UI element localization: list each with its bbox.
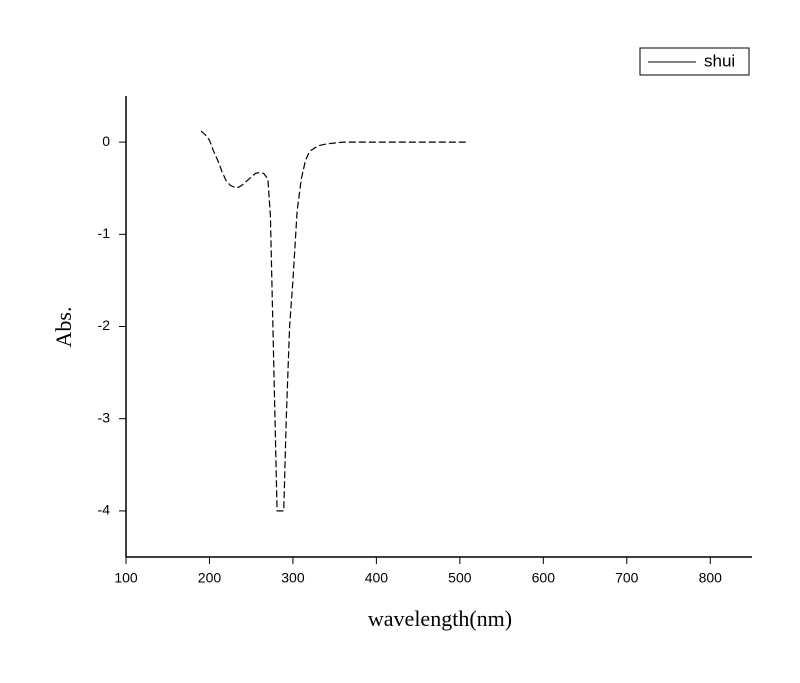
- x-tick-label: 200: [198, 570, 222, 586]
- x-tick-label: 300: [281, 570, 305, 586]
- x-tick-label: 100: [114, 570, 138, 586]
- x-tick-label: 800: [699, 570, 723, 586]
- data-line: [200, 130, 469, 512]
- legend-label: shui: [704, 51, 735, 70]
- y-tick-label: -3: [98, 409, 111, 425]
- x-tick-label: 400: [365, 570, 389, 586]
- y-tick-label: -2: [98, 317, 111, 333]
- y-tick-label: -4: [98, 502, 111, 518]
- x-tick-label: 600: [532, 570, 556, 586]
- x-tick-label: 700: [615, 570, 639, 586]
- x-axis-label: wavelength(nm): [368, 606, 512, 631]
- y-tick-label: -1: [98, 225, 111, 241]
- x-tick-label: 500: [448, 570, 472, 586]
- y-tick-label: 0: [102, 133, 110, 149]
- y-axis-label: Abs.: [51, 307, 76, 348]
